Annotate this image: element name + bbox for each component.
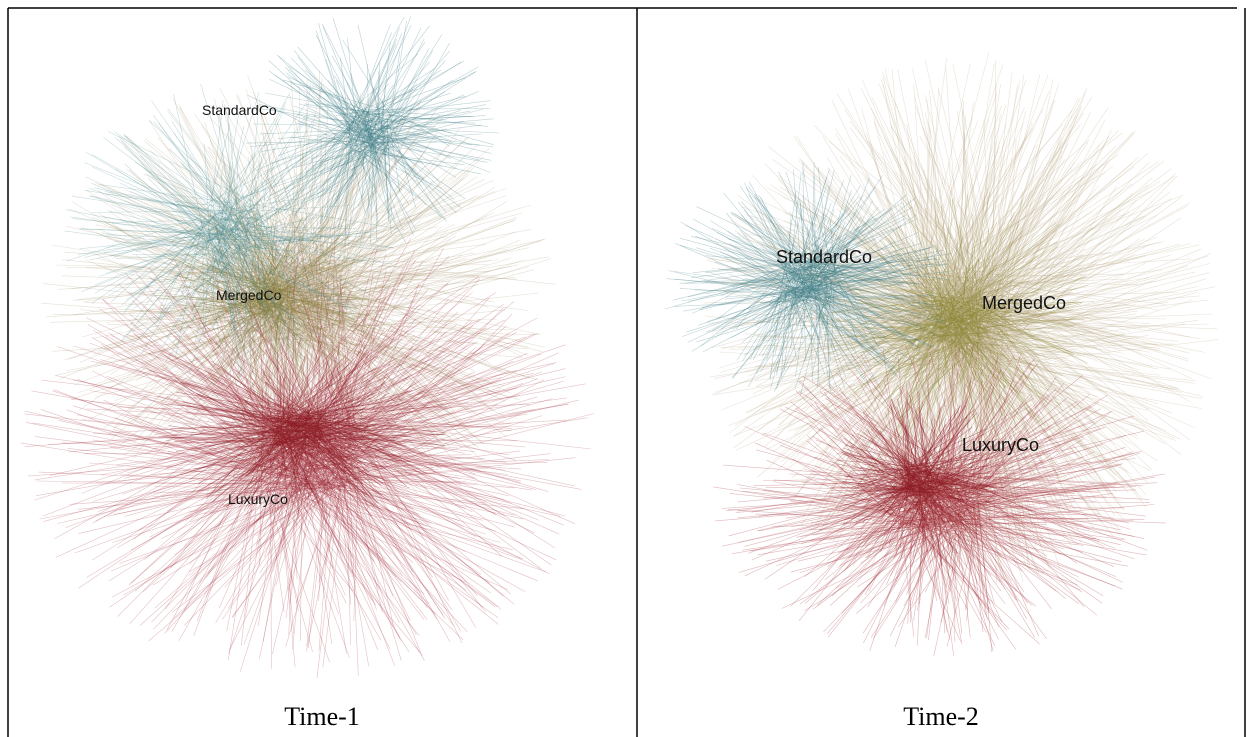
edge (149, 120, 249, 213)
edge (967, 527, 1046, 639)
network-figure: StandardCo MergedCo LuxuryCo StandardCo … (0, 0, 1253, 737)
edge (392, 137, 457, 169)
edge (372, 35, 442, 144)
edges (21, 17, 1219, 679)
edge (108, 132, 258, 205)
edge (360, 464, 510, 496)
edge (958, 526, 993, 651)
figure: StandardCo MergedCo LuxuryCo StandardCo … (0, 0, 1253, 737)
